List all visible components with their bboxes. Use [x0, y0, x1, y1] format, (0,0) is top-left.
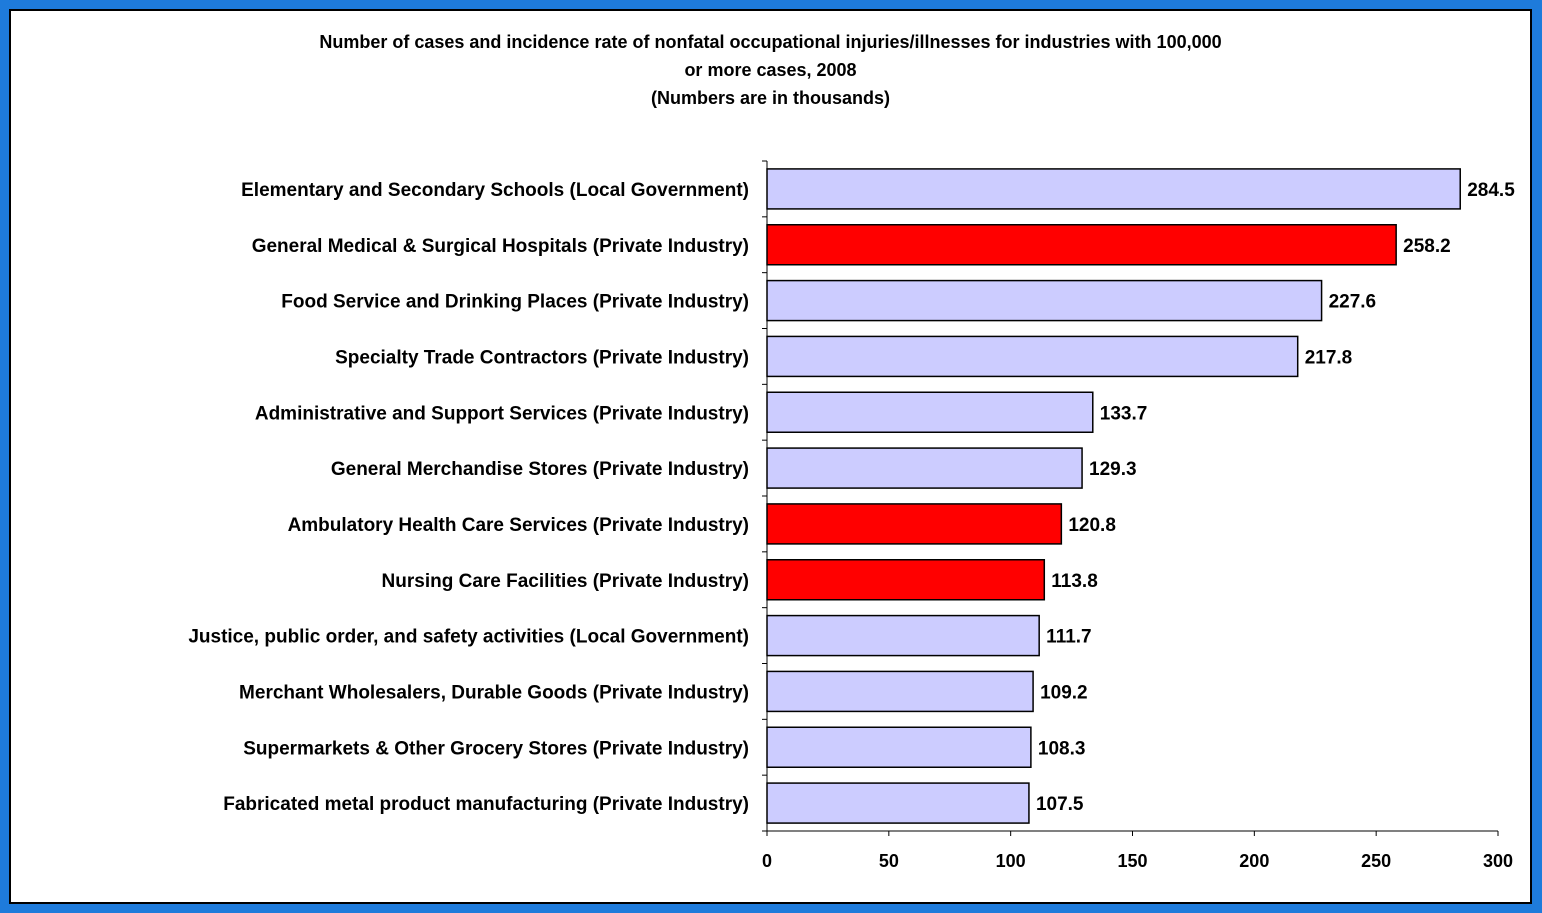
data-label: 284.5	[1467, 180, 1515, 201]
bar	[766, 224, 1397, 266]
bar	[766, 391, 1094, 433]
chart-title-line-2: or more cases, 2008	[684, 60, 857, 80]
category-label: General Medical & Surgical Hospitals (Pr…	[252, 236, 749, 257]
bar	[766, 335, 1299, 378]
data-label: 107.5	[1036, 794, 1084, 815]
chart-title: Number of cases and incidence rate of no…	[11, 28, 1530, 112]
x-tick-label: 50	[879, 851, 899, 871]
x-tick-label: 150	[1117, 851, 1147, 871]
x-tick-label: 0	[762, 851, 772, 871]
x-tick-label: 100	[996, 851, 1026, 871]
chart-title-line-3: (Numbers are in thousands)	[650, 88, 891, 108]
data-label: 120.8	[1068, 515, 1116, 536]
bar	[766, 670, 1034, 713]
data-label: 258.2	[1403, 236, 1451, 257]
data-label: 217.8	[1305, 347, 1353, 368]
bar	[766, 559, 1046, 601]
bar	[766, 782, 1030, 824]
data-label: 109.2	[1040, 682, 1088, 703]
x-tick-label: 300	[1483, 851, 1513, 871]
category-label: General Merchandise Stores (Private Indu…	[331, 459, 749, 480]
bar	[766, 726, 1032, 768]
bar	[766, 503, 1063, 545]
bar	[766, 168, 1461, 210]
x-tick-label: 200	[1239, 851, 1269, 871]
data-label: 111.7	[1046, 627, 1091, 648]
data-label: 129.3	[1089, 459, 1137, 480]
bar	[766, 279, 1323, 322]
bar	[766, 447, 1083, 489]
chart-title-line-1: Number of cases and incidence rate of no…	[319, 32, 1222, 52]
bar	[766, 614, 1040, 657]
bar-chart-plot: Elementary and Secondary Schools (Local …	[188, 160, 1515, 871]
chart-frame: Number of cases and incidence rate of no…	[9, 9, 1532, 904]
x-tick-label: 250	[1361, 851, 1391, 871]
data-label: 113.8	[1051, 571, 1098, 592]
data-label: 133.7	[1100, 403, 1148, 424]
category-label: Specialty Trade Contractors (Private Ind…	[335, 347, 749, 368]
category-label: Nursing Care Facilities (Private Industr…	[382, 571, 749, 592]
category-label: Justice, public order, and safety activi…	[188, 627, 749, 648]
category-label: Ambulatory Health Care Services (Private…	[288, 515, 749, 536]
category-label: Fabricated metal product manufacturing (…	[223, 794, 749, 815]
category-label: Food Service and Drinking Places (Privat…	[281, 292, 749, 313]
category-label: Supermarkets & Other Grocery Stores (Pri…	[243, 738, 749, 759]
data-label: 227.6	[1329, 292, 1377, 313]
category-label: Administrative and Support Services (Pri…	[255, 403, 749, 424]
data-label: 108.3	[1038, 738, 1086, 759]
category-label: Merchant Wholesalers, Durable Goods (Pri…	[239, 682, 749, 703]
category-label: Elementary and Secondary Schools (Local …	[241, 180, 749, 201]
